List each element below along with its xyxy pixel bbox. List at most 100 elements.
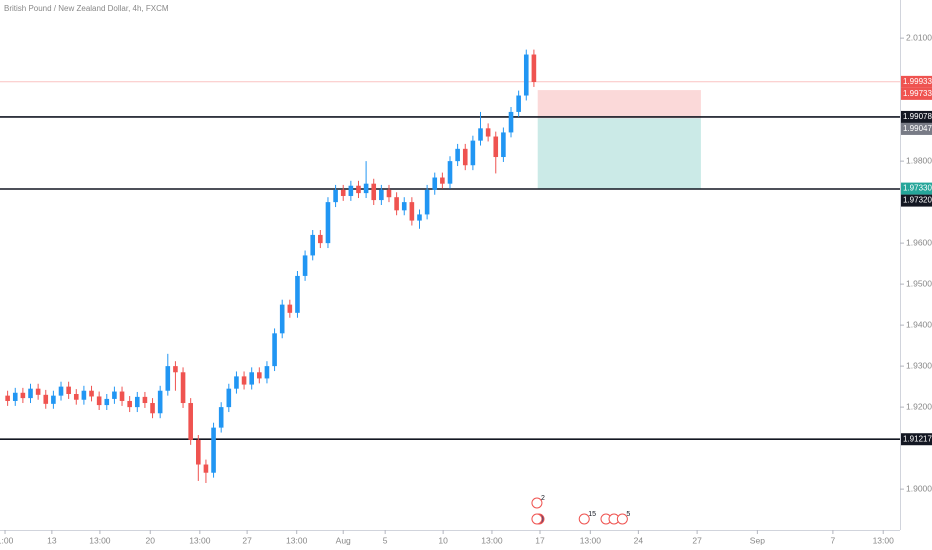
candle-body <box>218 407 224 428</box>
candle-body <box>112 391 117 399</box>
candle-body <box>440 177 445 184</box>
candle-body <box>279 304 285 334</box>
candle-body <box>165 366 171 391</box>
candle-body <box>493 136 499 158</box>
candle-body <box>417 214 422 221</box>
candle-body <box>409 202 415 221</box>
price-tag-label: 1.97330 <box>903 184 932 193</box>
x-tick-label: 27 <box>692 535 702 545</box>
candle-body <box>302 255 308 276</box>
candle-body <box>508 111 514 133</box>
event-icon <box>616 513 628 525</box>
candle-body <box>226 388 232 408</box>
candle-body <box>157 390 163 414</box>
candle-body <box>234 376 239 389</box>
candle-body <box>180 372 186 404</box>
price-tag-label: 1.99078 <box>903 112 932 121</box>
target-zone <box>537 118 701 189</box>
candle-body <box>73 394 79 400</box>
y-tick-label: 1.96000 <box>906 237 932 247</box>
candle-body <box>523 54 529 96</box>
y-tick-label: 1.93000 <box>906 360 932 370</box>
x-tick-label: 13:00 <box>89 535 111 545</box>
event-icon <box>531 513 543 525</box>
event-icon <box>578 513 590 525</box>
candle-body <box>249 372 254 385</box>
x-tick-label: 20 <box>146 535 156 545</box>
candle-body <box>203 464 209 473</box>
candle-body <box>432 177 438 190</box>
y-tick-label: 1.90000 <box>906 483 932 493</box>
y-tick-label: 1.94000 <box>906 319 932 329</box>
x-tick-label: 13 <box>47 535 57 545</box>
stop-zone <box>537 90 701 119</box>
candle-body <box>462 148 468 166</box>
price-tag <box>901 75 932 88</box>
price-tag-label: 1.97320 <box>903 196 932 205</box>
candle-body <box>28 388 33 399</box>
candle-body <box>295 275 300 313</box>
chart-title: British Pound / New Zealand Dollar, 4h, … <box>4 4 169 13</box>
x-tick-label: 1:00 <box>0 535 14 545</box>
candle-body <box>5 395 10 401</box>
y-tick-label: 2.01000 <box>906 32 932 42</box>
candle-body <box>241 376 247 385</box>
x-tick-label: 24 <box>634 535 644 545</box>
price-tag <box>901 87 932 100</box>
candle-body <box>348 185 354 196</box>
candle-body <box>104 398 110 406</box>
candle-body <box>501 132 506 158</box>
candle-body <box>287 304 293 313</box>
candle-body <box>89 390 94 397</box>
price-tag-label: 1.99047 <box>903 124 932 133</box>
candle-body <box>51 395 56 404</box>
candle-body <box>134 396 140 408</box>
x-tick-label: 13:00 <box>481 535 503 545</box>
candle-body <box>356 185 361 194</box>
candle-body <box>333 189 338 203</box>
x-tick-label: 13:00 <box>286 535 308 545</box>
x-tick-label: 17 <box>535 535 545 545</box>
x-tick-label: 13:00 <box>873 535 895 545</box>
candle-body <box>188 403 193 440</box>
candle-body <box>66 386 71 395</box>
price-tag-label: 1.99933 <box>903 77 932 86</box>
x-tick-label: Sep <box>750 535 765 545</box>
x-tick-label: 27 <box>242 535 252 545</box>
x-tick-label: 7 <box>831 535 836 545</box>
candle-body <box>478 128 483 141</box>
candle-body <box>371 183 377 201</box>
y-tick-label: 1.98000 <box>906 155 932 165</box>
candle-body <box>516 95 521 112</box>
event-count: 2 <box>541 495 545 502</box>
candle-body <box>142 396 148 404</box>
candle-body <box>150 403 155 414</box>
candle-body <box>310 234 316 256</box>
candle-body <box>325 202 331 244</box>
candle-body <box>455 148 460 162</box>
candle-body <box>379 189 384 201</box>
price-tag <box>901 122 932 135</box>
y-tick-label: 1.92000 <box>906 401 932 411</box>
price-tag <box>901 182 932 195</box>
candle-body <box>470 140 476 166</box>
candle-body <box>386 189 392 198</box>
candle-body <box>20 392 26 399</box>
candle-body <box>211 427 216 473</box>
event-count: 5 <box>626 511 630 518</box>
candle-body <box>401 202 407 211</box>
event-icon <box>531 497 543 509</box>
candle-body <box>196 439 201 465</box>
price-tag <box>901 110 932 123</box>
candle-body <box>12 392 18 401</box>
candle-body <box>58 386 64 396</box>
candle-body <box>340 189 346 196</box>
price-tag-label: 1.99733 <box>903 89 932 98</box>
candle-body <box>81 390 87 400</box>
x-tick-label: 10 <box>438 535 448 545</box>
x-tick-label: Aug <box>336 535 351 545</box>
candle-body <box>272 333 277 367</box>
